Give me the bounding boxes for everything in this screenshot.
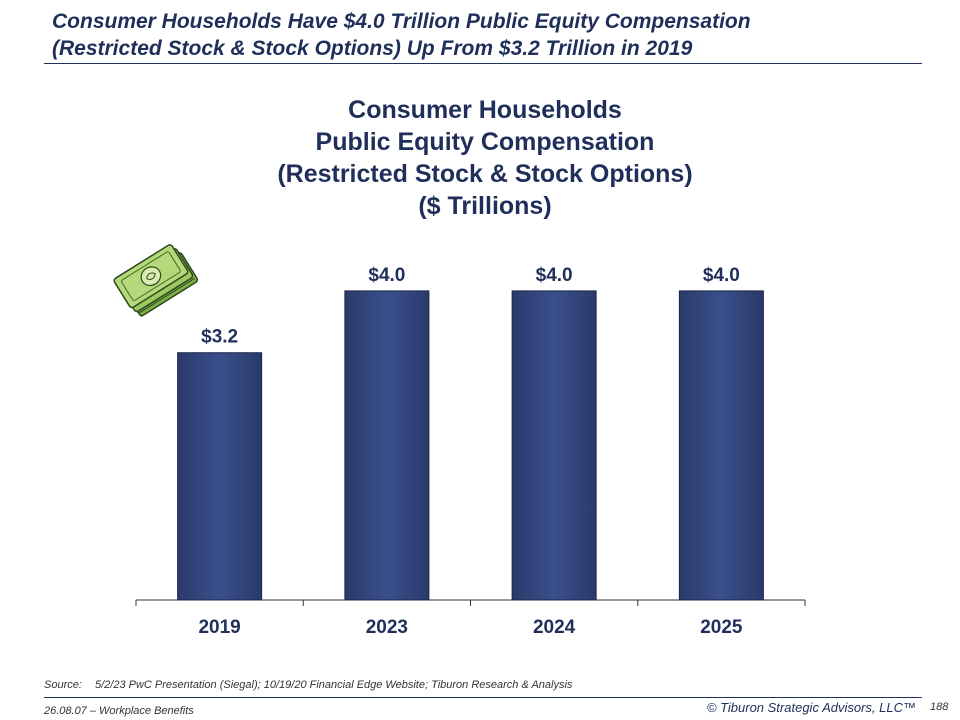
data-label-2023: $4.0 xyxy=(368,265,405,286)
headline-line-2: (Restricted Stock & Stock Options) Up Fr… xyxy=(52,37,693,60)
bar-2024 xyxy=(511,290,597,601)
chart-title-line-2: Public Equity Compensation xyxy=(315,128,655,156)
headline-divider xyxy=(44,63,922,64)
x-tick-label-2024: 2024 xyxy=(533,617,576,638)
page-number: 188 xyxy=(930,701,949,713)
chart-title-line-3: (Restricted Stock & Stock Options) xyxy=(277,160,693,188)
money-stack-icon xyxy=(113,244,199,318)
headline-line-1: Consumer Households Have $4.0 Trillion P… xyxy=(52,10,751,33)
data-label-2019: $3.2 xyxy=(201,327,238,348)
data-label-2024: $4.0 xyxy=(536,265,573,286)
source-note: Source: 5/2/23 PwC Presentation (Siegal)… xyxy=(44,679,572,691)
x-tick-label-2023: 2023 xyxy=(366,617,408,638)
footer-divider xyxy=(44,697,922,698)
slide-headline: Consumer Households Have $4.0 Trillion P… xyxy=(52,8,932,62)
footer-date-section: 26.08.07 – Workplace Benefits xyxy=(44,705,194,717)
x-tick-label-2025: 2025 xyxy=(700,617,743,638)
data-label-2025: $4.0 xyxy=(703,265,740,286)
chart-title: Consumer Households Public Equity Compen… xyxy=(180,94,790,222)
source-label: Source: xyxy=(44,679,82,691)
x-tick-label-2019: 2019 xyxy=(198,617,240,638)
chart-title-line-4: ($ Trillions) xyxy=(418,192,552,220)
footer-copyright: © Tiburon Strategic Advisors, LLC™ xyxy=(706,700,916,715)
bar-2025 xyxy=(678,290,764,601)
bar-2019 xyxy=(177,352,263,601)
bar-2023 xyxy=(344,290,430,601)
source-text: 5/2/23 PwC Presentation (Siegal); 10/19/… xyxy=(94,679,573,691)
chart-title-line-1: Consumer Households xyxy=(348,96,622,124)
